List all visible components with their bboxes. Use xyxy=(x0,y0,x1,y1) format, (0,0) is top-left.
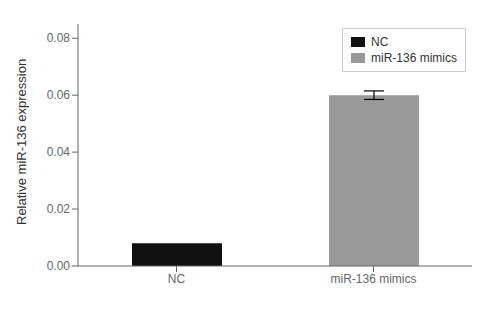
svg-text:miR-136 mimics: miR-136 mimics xyxy=(330,272,416,286)
svg-text:Relative miR-136 expression: Relative miR-136 expression xyxy=(14,59,29,225)
svg-text:0.08: 0.08 xyxy=(47,31,71,45)
svg-text:0.02: 0.02 xyxy=(47,202,71,216)
svg-text:0.06: 0.06 xyxy=(47,88,71,102)
html-text:miR-136 mimics: miR-136 mimics xyxy=(371,51,457,65)
html-text:NC: NC xyxy=(371,35,389,49)
svg-text:NC: NC xyxy=(168,272,186,286)
svg-text:0.00: 0.00 xyxy=(47,259,71,273)
svg-text:0.04: 0.04 xyxy=(47,145,71,159)
